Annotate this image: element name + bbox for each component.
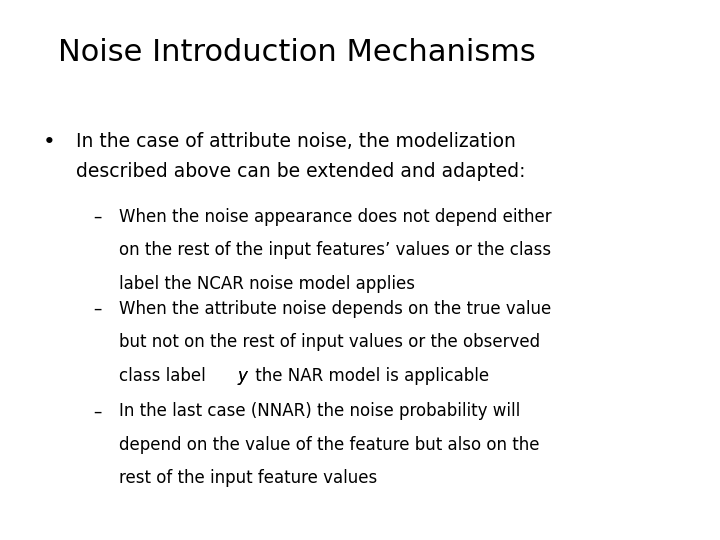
Text: rest of the input feature values: rest of the input feature values [119,469,377,487]
Text: the NAR model is applicable: the NAR model is applicable [251,367,490,384]
Text: •: • [43,132,56,152]
Text: Noise Introduction Mechanisms: Noise Introduction Mechanisms [58,38,536,67]
Text: When the noise appearance does not depend either: When the noise appearance does not depen… [119,208,552,226]
Text: –: – [94,402,102,420]
Text: In the case of attribute noise, the modelization: In the case of attribute noise, the mode… [76,132,516,151]
Text: depend on the value of the feature but also on the: depend on the value of the feature but a… [119,436,539,454]
Text: –: – [94,300,102,318]
Text: label the NCAR noise model applies: label the NCAR noise model applies [119,275,415,293]
Text: In the last case (NNAR) the noise probability will: In the last case (NNAR) the noise probab… [119,402,520,420]
Text: When the attribute noise depends on the true value: When the attribute noise depends on the … [119,300,551,318]
Text: –: – [94,208,102,226]
Text: on the rest of the input features’ values or the class: on the rest of the input features’ value… [119,241,551,259]
Text: but not on the rest of input values or the observed: but not on the rest of input values or t… [119,333,540,351]
Text: described above can be extended and adapted:: described above can be extended and adap… [76,163,525,181]
Text: y: y [238,367,248,384]
Text: y: y [238,367,248,384]
Text: class label: class label [119,367,211,384]
